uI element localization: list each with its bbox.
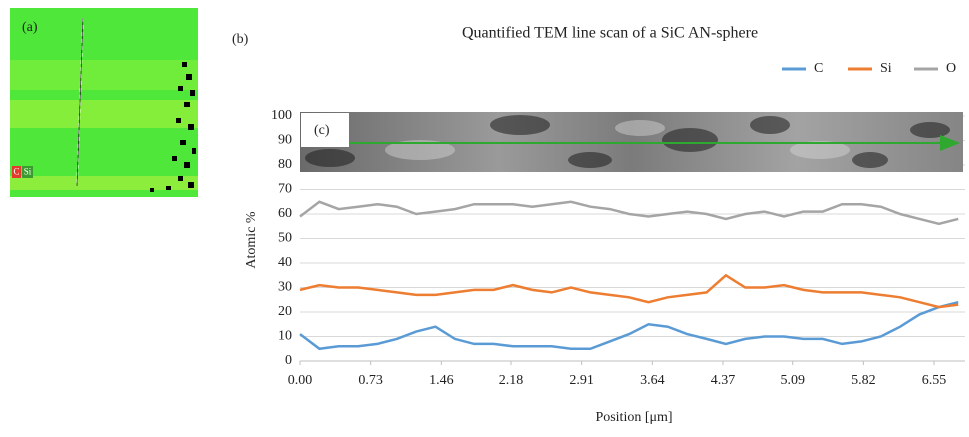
y-tick-label: 80	[278, 157, 292, 172]
map-legend-label: Si	[24, 167, 32, 177]
element-map: C Si	[10, 8, 198, 197]
x-tick-label: 5.82	[851, 373, 876, 388]
chart-title: Quantified TEM line scan of a SiC AN-sph…	[462, 25, 758, 42]
legend-label: Si	[880, 61, 892, 76]
y-tick-label: 10	[278, 329, 292, 344]
x-tick-label: 1.46	[429, 373, 454, 388]
tem-image	[300, 112, 963, 172]
y-tick-label: 20	[278, 304, 292, 319]
series-line	[299, 300, 959, 351]
panel-label: (c)	[314, 123, 330, 138]
map-legend-label: C	[13, 167, 19, 177]
y-tick-label: 100	[271, 108, 292, 123]
x-tick-label: 5.09	[780, 373, 805, 388]
y-tick-label: 60	[278, 206, 292, 221]
panel-label: (b)	[232, 32, 249, 47]
y-tick-label: 70	[278, 182, 292, 197]
legend-label: C	[814, 61, 823, 76]
x-tick-label: 4.37	[711, 373, 736, 388]
y-axis-label: Atomic %	[244, 211, 259, 268]
x-tick-label: 2.91	[569, 373, 594, 388]
x-tick-label: 0.00	[288, 373, 313, 388]
panel-label: (a)	[22, 20, 38, 35]
y-tick-label: 40	[278, 255, 292, 270]
x-tick-label: 0.73	[358, 373, 383, 388]
x-tick-label: 2.18	[499, 373, 524, 388]
y-tick-label: 30	[278, 280, 292, 295]
x-tick-label: 6.55	[922, 373, 947, 388]
x-axis-label: Position [μm]	[595, 410, 672, 425]
x-tick-label: 3.64	[640, 373, 665, 388]
y-tick-label: 0	[285, 353, 292, 368]
legend-label: O	[946, 61, 956, 76]
y-tick-label: 50	[278, 231, 292, 246]
series-line	[299, 273, 959, 309]
series-line	[299, 200, 959, 226]
y-tick-label: 90	[278, 133, 292, 148]
